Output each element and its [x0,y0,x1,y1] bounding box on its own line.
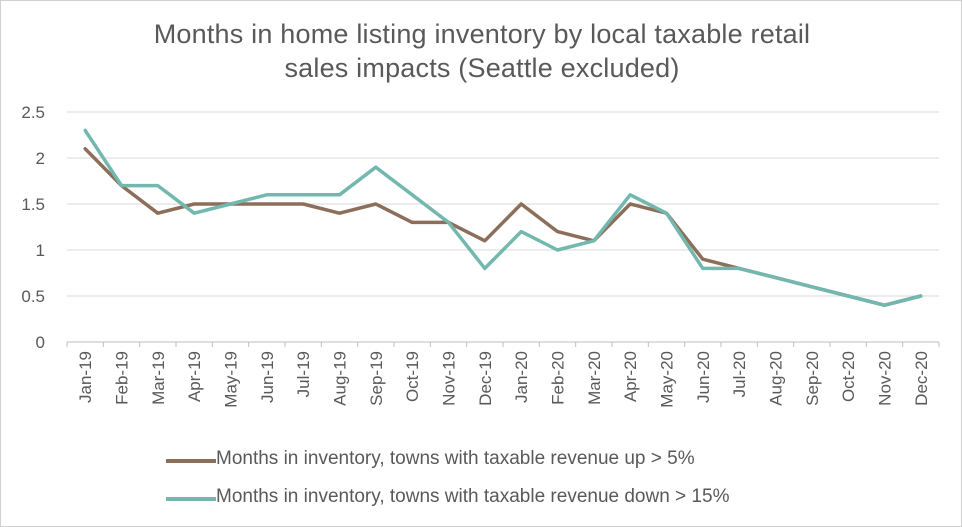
x-tick-label: Oct-19 [403,351,422,402]
x-tick-label: Nov-20 [876,351,895,406]
x-tick-label: Dec-20 [912,351,931,406]
x-tick-label: Mar-19 [149,351,168,405]
series-line-down [83,128,923,307]
x-tick-label: Aug-20 [767,351,786,406]
x-tick-label: Oct-20 [839,351,858,402]
y-tick-label: 0.5 [21,287,45,306]
legend-label-down: Months in inventory, towns with taxable … [216,486,730,507]
y-tick-label: 2 [36,149,45,168]
x-tick-label: Apr-19 [185,351,204,402]
legend-swatch-up [166,459,216,463]
x-tick-label: Jun-19 [258,351,277,403]
x-tick-label: May-20 [658,351,677,408]
x-tick-label: Feb-20 [549,351,568,405]
x-tick-label: Nov-19 [440,351,459,406]
y-tick-label: 2.5 [21,103,45,122]
x-tick-label: Aug-19 [331,351,350,406]
legend-swatch-down [166,497,216,501]
x-tick-label: Mar-20 [585,351,604,405]
legend-label-up: Months in inventory, towns with taxable … [216,448,695,469]
y-tick-label: 0 [36,333,45,352]
x-tick-label: Jan-20 [512,351,531,403]
y-tick-label: 1.5 [21,195,45,214]
legend-entry-down: Months in inventory, towns with taxable … [166,483,866,513]
chart-title-line-2: sales impacts (Seattle excluded) [284,53,680,83]
x-tick-label: Jan-19 [76,351,95,403]
series-lines [83,128,923,307]
chart-title-line-1: Months in home listing inventory by loca… [153,19,811,49]
x-axis-ticks: Jan-19 Feb-19 Mar-19 Apr-19 May-19 Jun-19 Jul-… [66,342,940,408]
x-tick-label: Apr-20 [621,351,640,402]
x-tick-label: May-19 [222,351,241,408]
x-tick-label: Dec-19 [476,351,495,406]
gridlines [67,111,939,343]
y-axis-ticks: 0 0.5 1 1.5 2 2.5 [21,103,45,352]
legend-entry-up: Months in inventory, towns with taxable … [166,445,866,475]
x-tick-label: Sep-19 [367,351,386,406]
x-tick-label: Jul-20 [730,351,749,397]
x-tick-label: Feb-19 [113,351,132,405]
chart-title: Months in home listing inventory by loca… [1,17,962,85]
x-tick-label: Sep-20 [803,351,822,406]
x-tick-label: Jul-19 [294,351,313,397]
y-tick-label: 1 [36,241,45,260]
x-tick-label: Jun-20 [694,351,713,403]
